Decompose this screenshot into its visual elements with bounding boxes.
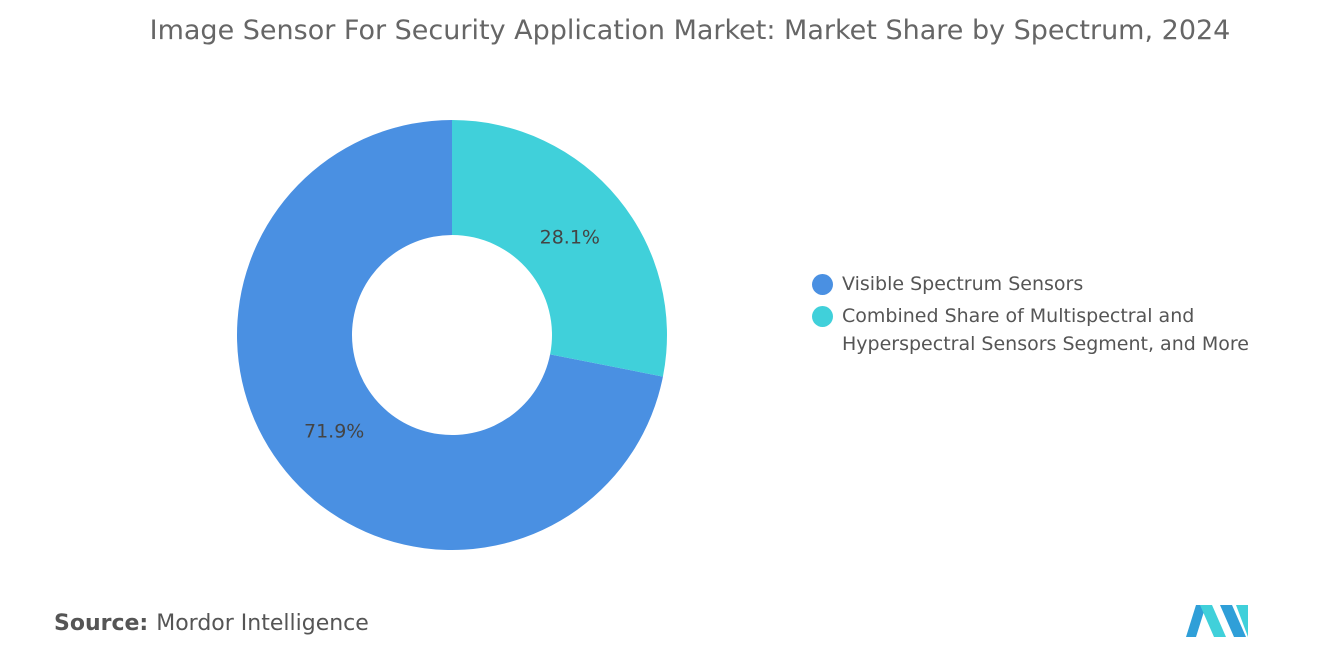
legend-swatch [812,306,833,327]
legend-item: Combined Share of Multispectral and Hype… [812,302,1282,358]
source-label: Source: [54,611,149,636]
legend-swatch [812,274,833,295]
legend: Visible Spectrum Sensors Combined Share o… [812,270,1282,362]
chart-title: Image Sensor For Security Application Ma… [149,15,1231,46]
data-label: 28.1% [540,227,600,249]
legend-item: Visible Spectrum Sensors [812,270,1282,298]
source: Source: Mordor Intelligence [54,611,369,636]
logo [1186,605,1248,637]
legend-label: Combined Share of Multispectral and Hype… [842,305,1249,355]
data-label: 71.9% [304,420,364,442]
source-text: Mordor Intelligence [156,611,369,636]
donut-slice [452,120,667,377]
donut-slice [236,120,663,550]
legend-label: Visible Spectrum Sensors [842,273,1084,295]
